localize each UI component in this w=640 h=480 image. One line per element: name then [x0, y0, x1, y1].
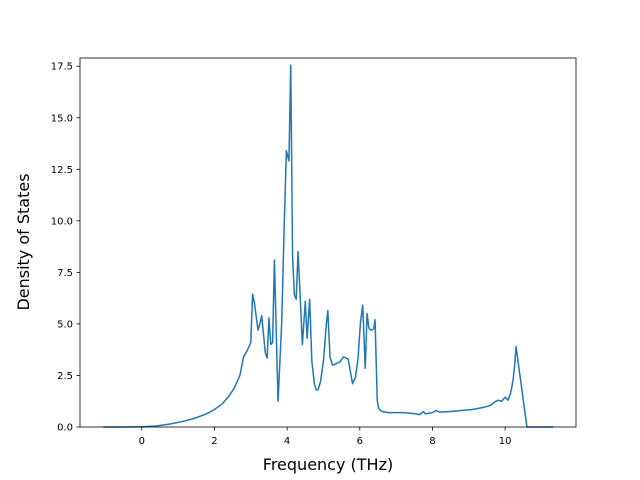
y-tick-label: 2.5: [57, 371, 73, 382]
x-tick-label: 8: [429, 436, 435, 447]
y-tick-label: 12.5: [51, 165, 73, 176]
y-tick-label: 7.5: [57, 268, 73, 279]
y-tick-label: 10.0: [51, 216, 73, 227]
x-tick-label: 4: [284, 436, 290, 447]
x-tick-label: 0: [139, 436, 145, 447]
x-axis-title: Frequency (THz): [263, 455, 393, 474]
y-axis-title: Density of States: [14, 173, 33, 310]
y-tick-label: 17.5: [51, 62, 73, 73]
x-tick-label: 2: [211, 436, 217, 447]
y-tick-label: 15.0: [51, 113, 73, 124]
x-tick-label: 6: [357, 436, 363, 447]
plot-frame: [79, 57, 577, 428]
y-tick-label: 0.0: [57, 423, 73, 434]
y-tick-label: 5.0: [57, 319, 73, 330]
series-line-0: [103, 64, 554, 428]
x-tick-label: 10: [499, 436, 512, 447]
